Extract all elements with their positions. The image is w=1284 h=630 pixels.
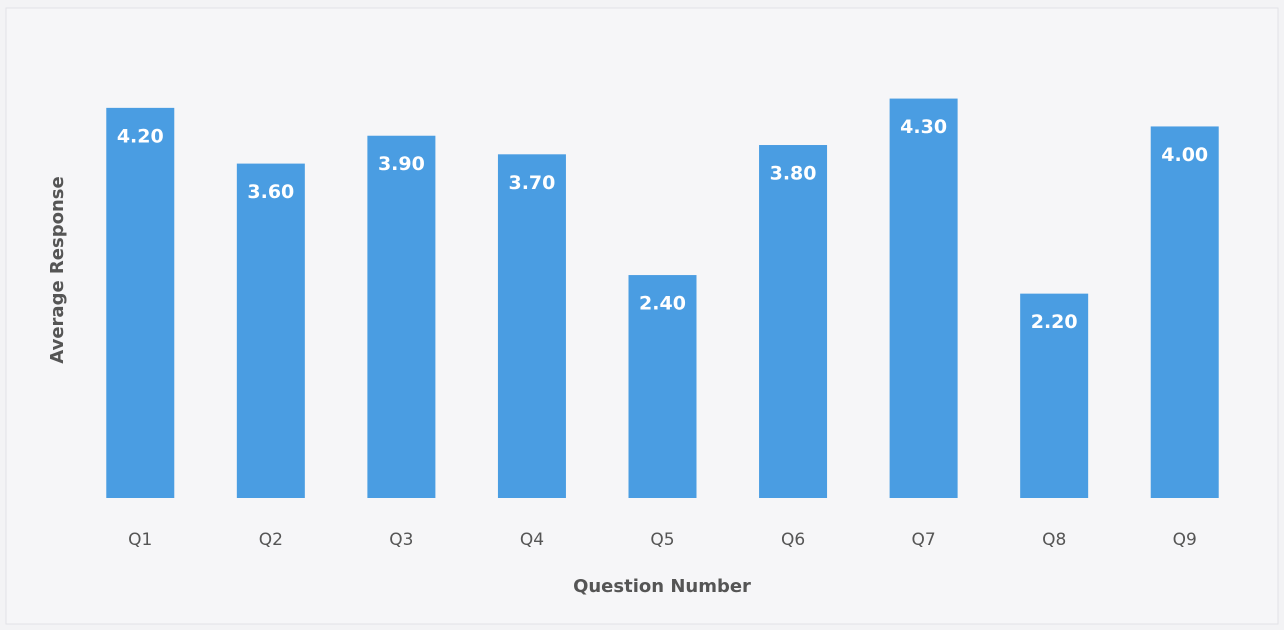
data-label: 2.20 bbox=[1031, 311, 1078, 333]
data-label: 3.90 bbox=[378, 153, 425, 175]
data-label: 3.80 bbox=[770, 163, 817, 185]
data-label: 3.70 bbox=[508, 172, 555, 194]
data-label: 4.30 bbox=[900, 116, 947, 138]
data-label: 4.20 bbox=[117, 125, 164, 147]
x-tick-label: Q6 bbox=[781, 530, 805, 550]
bar bbox=[236, 163, 305, 498]
bar bbox=[497, 154, 566, 499]
x-tick-label: Q1 bbox=[128, 530, 152, 550]
bar bbox=[628, 275, 697, 498]
bar bbox=[1020, 293, 1089, 498]
x-tick-label: Q5 bbox=[650, 530, 674, 550]
bar bbox=[367, 135, 436, 498]
x-tick-label: Q4 bbox=[520, 530, 544, 550]
bar bbox=[889, 98, 958, 499]
bar bbox=[759, 145, 828, 498]
x-tick-label: Q7 bbox=[912, 530, 936, 550]
data-label: 2.40 bbox=[639, 293, 686, 315]
x-tick-label: Q8 bbox=[1042, 530, 1066, 550]
x-tick-label: Q2 bbox=[259, 530, 283, 550]
x-axis-title: Question Number bbox=[573, 576, 751, 597]
bar bbox=[106, 107, 175, 498]
y-axis-title: Average Response bbox=[47, 176, 68, 363]
x-tick-label: Q3 bbox=[389, 530, 413, 550]
x-tick-label: Q9 bbox=[1173, 530, 1197, 550]
bar bbox=[1150, 126, 1219, 498]
data-label: 4.00 bbox=[1161, 144, 1208, 166]
data-label: 3.60 bbox=[247, 181, 294, 203]
